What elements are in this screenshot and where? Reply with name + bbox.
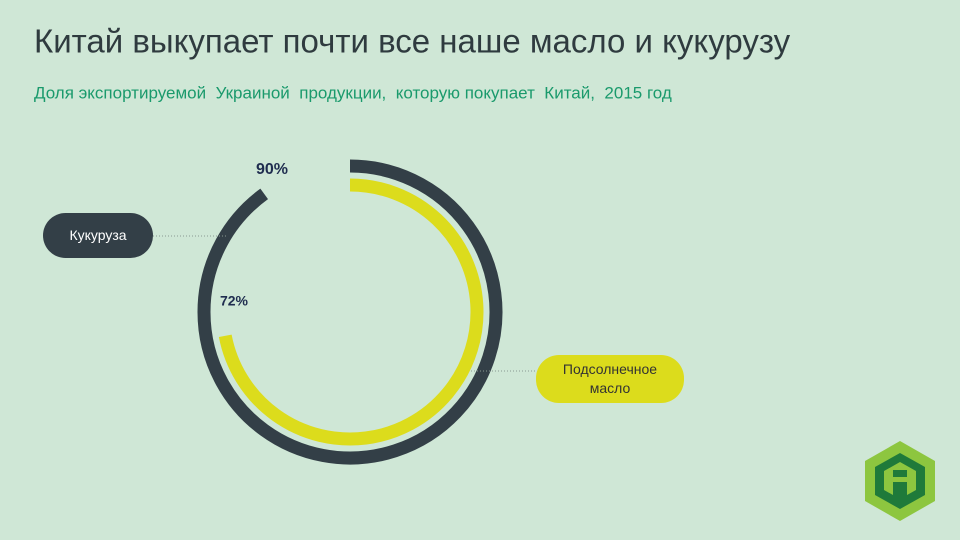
chart-subtitle: Доля экспортируемой Украиной продукции, …: [34, 83, 672, 102]
ring-arc: [197, 159, 503, 465]
chart-title: Китай выкупает почти все наше масло и ку…: [34, 23, 791, 60]
logo: [865, 441, 935, 521]
legend-label: Подсолнечное масло: [536, 355, 684, 403]
value-label: 72%: [220, 293, 249, 309]
legend-label: Кукуруза: [43, 213, 153, 258]
ring-arc: [218, 178, 484, 446]
value-label: 90%: [256, 161, 288, 178]
